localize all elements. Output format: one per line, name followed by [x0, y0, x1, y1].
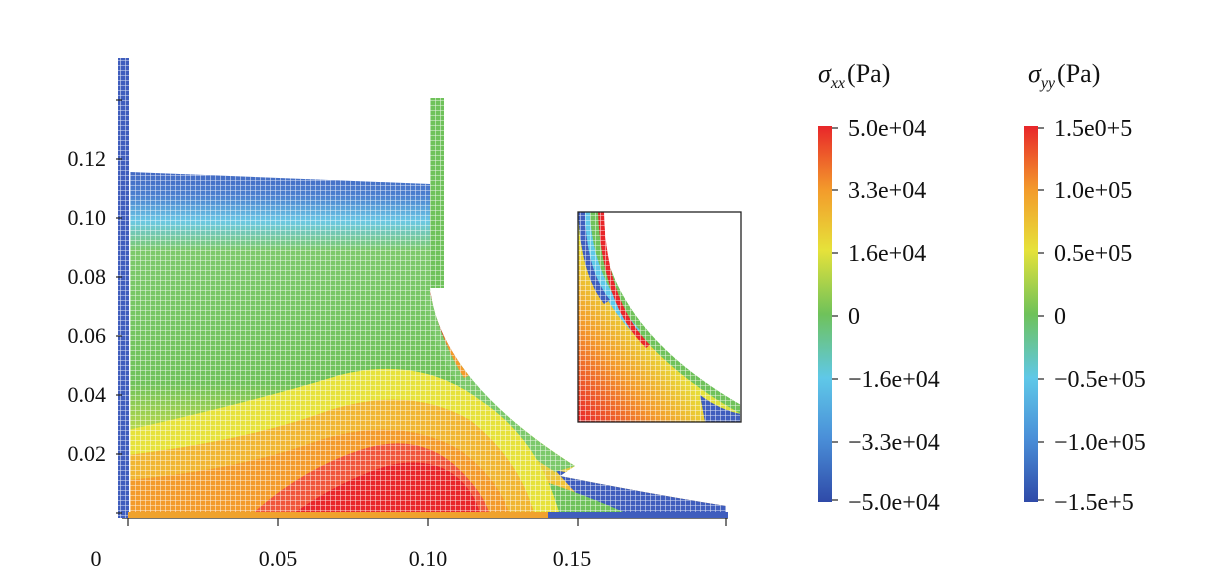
x-tick-label: 0 — [91, 546, 102, 571]
legend-xx-label: 3.3e+04 — [848, 178, 926, 204]
legend-title-xx: σxx(Pa) — [818, 59, 890, 92]
legend-yy-label: 0.5e+05 — [1054, 241, 1132, 267]
legend-yy-label: 0 — [1054, 304, 1066, 330]
x-tick-label: 0.10 — [409, 546, 448, 571]
x-tick-label: 0.15 — [553, 546, 592, 571]
legend-xx-label: −1.6e+04 — [848, 367, 940, 393]
legend-yy-label: −0.5e+05 — [1054, 367, 1146, 393]
colorbar-xx — [818, 126, 832, 502]
inset-frame — [577, 211, 742, 423]
y-tick-label: 0.08 — [68, 264, 107, 289]
legend-yy-label: −1.5e+5 — [1054, 490, 1134, 516]
legend-xx-label: 5.0e+04 — [848, 116, 926, 142]
legend-sigma-xx: σxx(Pa) 5.0e+04 3.3e+04 1.6e+04 0 −1.6e+… — [818, 59, 940, 516]
bottom-boundary — [128, 512, 548, 518]
legend-xx-label: −3.3e+04 — [848, 430, 940, 456]
y-tick-label: 0.02 — [68, 441, 107, 466]
inset-plot — [577, 211, 742, 423]
legend-yy-label: 1.0e+05 — [1054, 178, 1132, 204]
x-tick-label: 0.05 — [259, 546, 298, 571]
legend-xx-label: 0 — [848, 304, 860, 330]
y-tick-label: 0.12 — [68, 146, 107, 171]
x-ticks — [127, 518, 727, 526]
legend-sigma-yy: σyy(Pa) 1.5e0+5 1.0e+05 0.5e+05 0 −0.5e+… — [1024, 59, 1146, 516]
y-tick-label: 0.06 — [68, 323, 107, 348]
y-tick-label: 0.10 — [68, 205, 107, 230]
legend-yy-label: 1.5e0+5 — [1054, 116, 1132, 142]
legend-yy-label: −1.0e+05 — [1054, 430, 1146, 456]
legend-xx-label: −5.0e+04 — [848, 490, 940, 516]
legend-title-yy: σyy(Pa) — [1028, 59, 1100, 92]
legend-xx-label: 1.6e+04 — [848, 241, 926, 267]
y-tick-label: 0.04 — [68, 382, 107, 407]
colorbar-yy — [1024, 126, 1038, 502]
y-ticks — [116, 99, 122, 514]
